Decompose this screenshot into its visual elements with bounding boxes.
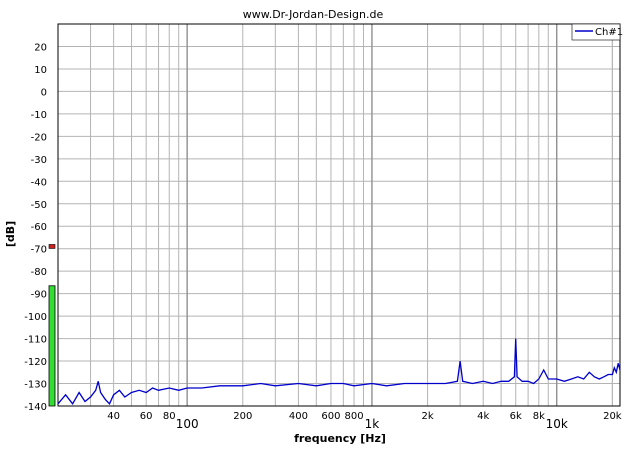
legend-box xyxy=(571,23,621,41)
x-tick-label: 20k xyxy=(603,411,622,422)
x-tick-label: 60 xyxy=(140,411,153,422)
x-tick-label-major: 10k xyxy=(546,417,568,431)
plot-frame xyxy=(57,23,621,407)
x-tick-label: 2k xyxy=(421,411,433,422)
y-tick-label: 20 xyxy=(34,42,47,53)
x-tick-label-major: 1k xyxy=(365,417,380,431)
y-tick-label: -70 xyxy=(31,245,47,256)
y-tick-label: -40 xyxy=(31,177,47,188)
x-tick-label: 200 xyxy=(233,411,252,422)
x-axis-label: frequency [Hz] xyxy=(294,432,386,445)
legend: Ch#1 xyxy=(571,23,623,41)
x-tick-label: 600 xyxy=(321,411,340,422)
grid xyxy=(57,24,620,407)
level-meter-bar xyxy=(48,285,56,407)
x-tick-label: 80 xyxy=(163,411,176,422)
y-tick-label: -140 xyxy=(24,402,47,413)
x-tick-label: 6k xyxy=(510,411,522,422)
chart-title: www.Dr-Jordan-Design.de xyxy=(243,8,384,21)
x-tick-label: 400 xyxy=(289,411,308,422)
x-tick-label-major: 100 xyxy=(176,417,199,431)
level-meters xyxy=(48,244,56,407)
y-tick-label: -60 xyxy=(31,222,47,233)
x-tick-label: 800 xyxy=(344,411,363,422)
y-tick-label: -10 xyxy=(31,110,47,121)
x-tick-label: 8k xyxy=(533,411,545,422)
y-tick-label: 10 xyxy=(34,65,47,76)
y-tick-label: -90 xyxy=(31,290,47,301)
y-tick-label: -100 xyxy=(24,312,47,323)
legend-label: Ch#1 xyxy=(595,27,623,38)
y-tick-label: 0 xyxy=(41,87,47,98)
y-tick-label: -30 xyxy=(31,155,47,166)
y-tick-label: -130 xyxy=(24,380,47,391)
x-tick-label: 40 xyxy=(107,411,120,422)
y-axis-label: [dB] xyxy=(4,221,17,247)
x-axis-ticks: 40 60 80 200 400 600 800 2k 4k 6k 8k 20k 100 1k 10k xyxy=(107,411,622,431)
y-tick-label: -50 xyxy=(31,200,47,211)
y-axis-ticks: 20 10 0 -10 -20 -30 -40 -50 -60 -70 -80 -90 -100 -110… xyxy=(24,42,47,413)
level-meter-peak xyxy=(48,244,56,249)
y-tick-label: -20 xyxy=(31,132,47,143)
series-line-ch1 xyxy=(57,338,621,405)
y-tick-label: -80 xyxy=(31,267,47,278)
y-tick-label: -120 xyxy=(24,357,47,368)
x-tick-label: 4k xyxy=(477,411,489,422)
y-tick-label: -110 xyxy=(24,335,47,346)
